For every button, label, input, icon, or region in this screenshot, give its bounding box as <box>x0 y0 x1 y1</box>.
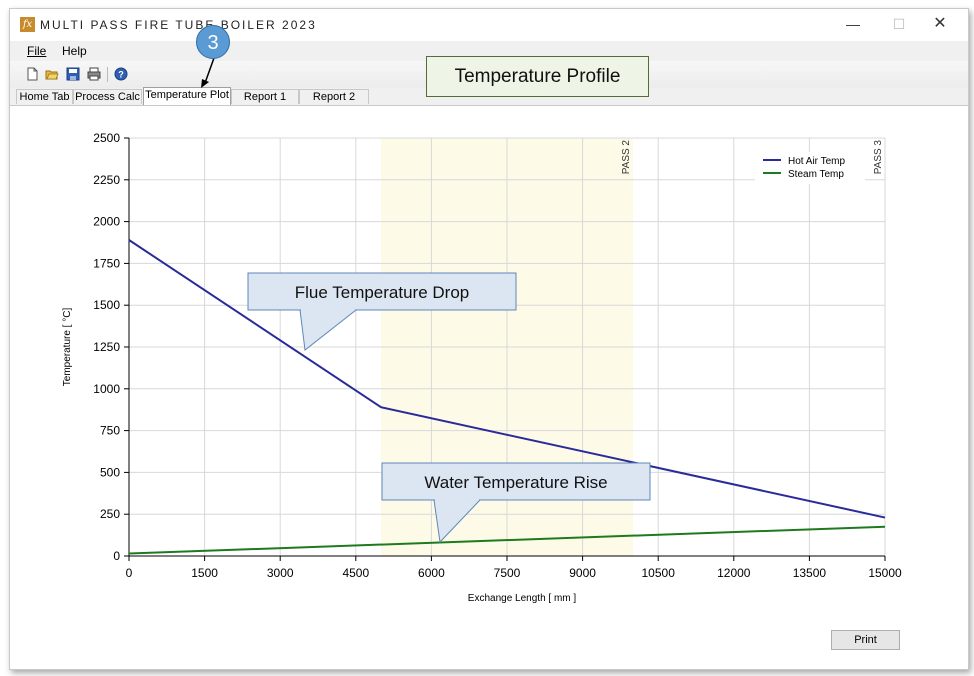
window-title: MULTI PASS FIRE TUBE BOILER 2023 <box>40 18 317 32</box>
help-icon[interactable]: ? <box>114 67 128 81</box>
save-icon[interactable] <box>66 67 80 81</box>
x-tick-label: 13500 <box>793 566 827 580</box>
pass-marker-3: PASS 3 <box>873 140 884 175</box>
y-tick-label: 2500 <box>93 131 120 145</box>
y-tick-label: 2250 <box>93 173 120 187</box>
x-tick-label: 1500 <box>191 566 218 580</box>
tab-process-calc[interactable]: Process Calc <box>73 89 142 104</box>
y-tick-label: 1250 <box>93 340 120 354</box>
title-bar: fx MULTI PASS FIRE TUBE BOILER 2023 — ☐ … <box>10 9 968 41</box>
y-axis-title: Temperature [ °C] <box>62 308 73 387</box>
tab-report-2[interactable]: Report 2 <box>299 89 369 104</box>
water-callout-box <box>381 462 651 501</box>
step-number-badge: 3 <box>196 25 230 59</box>
hot-air-temp-line <box>128 239 886 519</box>
pass-marker-2: PASS 2 <box>621 140 632 175</box>
flue-temperature-drop-label: Flue Temperature Drop <box>295 283 470 302</box>
y-tick-label: 1000 <box>93 382 120 396</box>
minimize-button[interactable]: — <box>846 16 860 32</box>
open-folder-icon[interactable] <box>45 67 59 81</box>
close-button[interactable]: ✕ <box>933 15 947 32</box>
temperature-profile-callout: Temperature Profile <box>426 56 649 97</box>
x-tick-label: 12000 <box>717 566 751 580</box>
y-tick-label: 750 <box>100 424 120 438</box>
y-tick-label: 500 <box>100 465 120 479</box>
menu-file[interactable]: File <box>27 44 47 58</box>
legend-box <box>755 152 865 184</box>
y-tick-label: 1500 <box>93 298 120 312</box>
print-button[interactable]: Print <box>831 630 900 650</box>
svg-text:?: ? <box>118 70 124 80</box>
steam-temp-line <box>128 525 886 555</box>
flue-callout-pointer <box>299 309 358 351</box>
tab-temperature-plot[interactable]: Temperature Plot <box>143 87 231 105</box>
water-temperature-rise-label: Water Temperature Rise <box>424 473 607 492</box>
x-tick-label: 0 <box>126 566 133 580</box>
app-icon: fx <box>20 17 35 32</box>
x-tick-label: 4500 <box>342 566 369 580</box>
y-tick-label: 2000 <box>93 215 120 229</box>
y-tick-label: 250 <box>100 507 120 521</box>
new-file-icon[interactable] <box>25 67 39 81</box>
x-tick-label: 3000 <box>267 566 294 580</box>
legend-label-2: Steam Temp <box>788 169 844 180</box>
x-tick-label: 15000 <box>868 566 902 580</box>
y-tick-label: 0 <box>113 549 120 563</box>
legend-label-1: Hot Air Temp <box>788 156 845 167</box>
tab-strip: Home Tab Process Calc Temperature Plot R… <box>10 87 968 106</box>
tab-report-1[interactable]: Report 1 <box>231 89 299 104</box>
y-tick-label: 1750 <box>93 256 120 270</box>
toolbar-separator <box>107 67 108 82</box>
step-arrow-head <box>201 79 209 88</box>
x-tick-label: 10500 <box>642 566 676 580</box>
x-axis-title: Exchange Length [ mm ] <box>468 593 577 604</box>
maximize-button[interactable]: ☐ <box>892 16 906 32</box>
flue-callout-box <box>247 272 517 311</box>
tab-home[interactable]: Home Tab <box>16 89 73 104</box>
x-tick-label: 9000 <box>569 566 596 580</box>
x-tick-label: 7500 <box>494 566 521 580</box>
menu-help[interactable]: Help <box>62 44 87 58</box>
step-arrow-line <box>204 57 215 84</box>
x-tick-label: 6000 <box>418 566 445 580</box>
print-icon[interactable] <box>87 67 101 81</box>
menu-bar: File Help <box>10 41 968 61</box>
